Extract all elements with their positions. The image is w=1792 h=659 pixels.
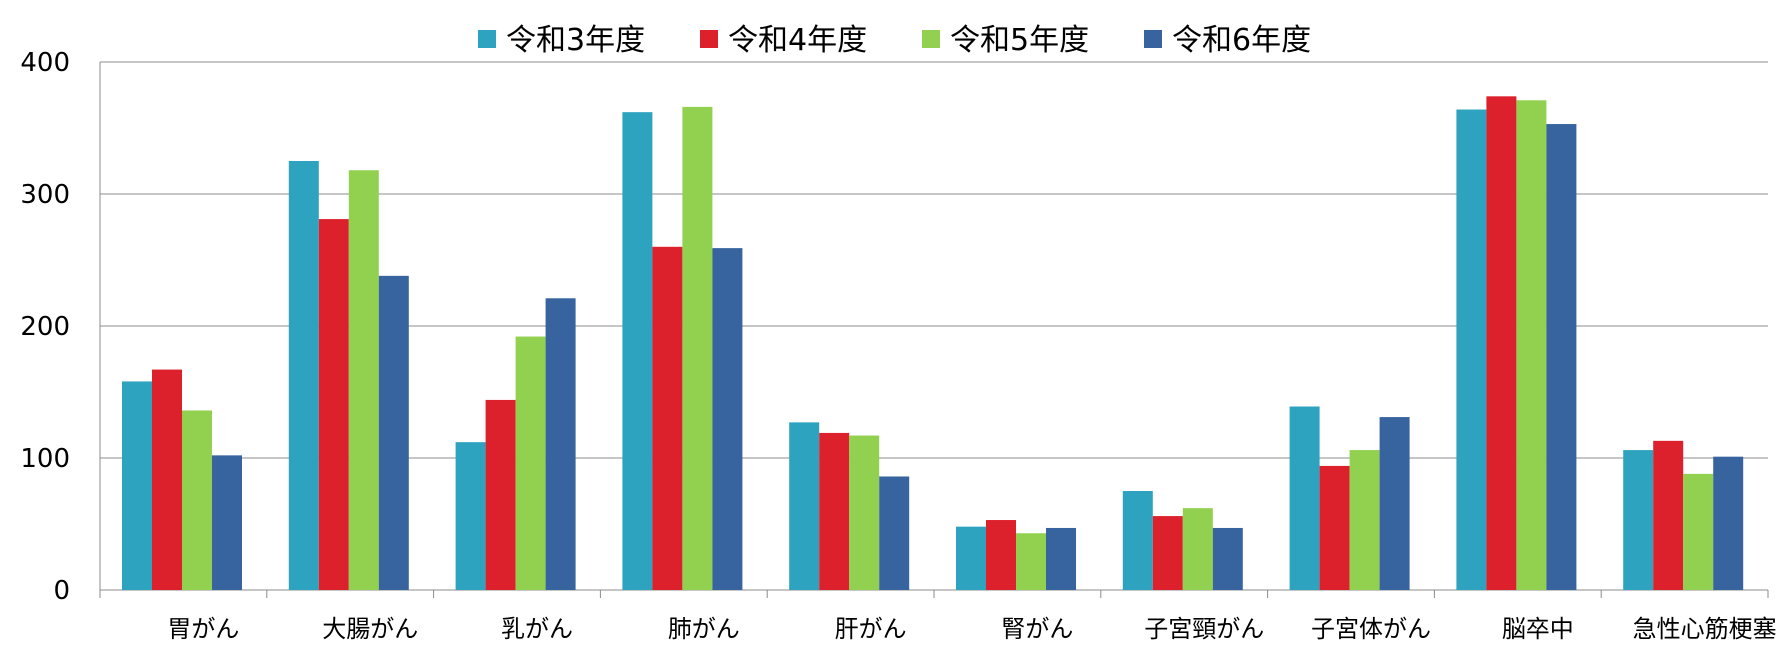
bar-2-2 [318, 219, 349, 590]
bar-1-9 [1456, 109, 1487, 591]
bar-4-6 [1046, 527, 1076, 590]
bar-1-5 [789, 422, 820, 590]
bar-2-7 [1152, 516, 1183, 590]
bar-2-3 [485, 399, 516, 590]
bar-3-5 [849, 435, 880, 590]
bar-4-3 [545, 298, 576, 590]
bar-1-8 [1289, 406, 1320, 590]
x-tick-label: 急性心筋梗塞 [1633, 615, 1777, 643]
bar-4-10 [1713, 456, 1744, 590]
x-tick-label: 子宮頸がん [1144, 615, 1264, 643]
y-tick-label: 100 [20, 444, 70, 474]
bar-4-8 [1379, 417, 1410, 590]
y-tick-label: 200 [20, 312, 70, 342]
bar-3-3 [515, 336, 546, 590]
bar-2-9 [1486, 96, 1517, 590]
bar-1-10 [1623, 450, 1654, 590]
bar-1-4 [622, 112, 653, 590]
x-tick-label: 大腸がん [322, 615, 418, 643]
y-tick-label: 300 [20, 180, 70, 210]
bar-1-6 [956, 526, 986, 590]
bar-1-7 [1122, 491, 1153, 590]
bar-2-6 [986, 520, 1016, 590]
bar-1-3 [455, 442, 486, 590]
bar-4-5 [879, 476, 910, 590]
bar-1-1 [122, 381, 152, 590]
legend-swatch [700, 30, 718, 48]
bar-2-5 [819, 432, 850, 590]
bar-3-2 [348, 170, 379, 591]
bar-2-10 [1653, 440, 1684, 590]
legend-swatch [922, 30, 940, 48]
x-tick-label: 脳卒中 [1502, 615, 1574, 643]
legend-label: 令和4年度 [728, 23, 867, 58]
bar-2-1 [152, 369, 182, 590]
bar-4-7 [1212, 527, 1243, 590]
bar-4-4 [712, 248, 743, 590]
bar-4-1 [212, 455, 242, 590]
x-tick-label: 肺がん [668, 615, 740, 643]
bar-3-1 [182, 410, 212, 590]
x-tick-label: 乳がん [501, 615, 573, 643]
legend-label: 令和6年度 [1172, 23, 1311, 58]
bar-3-8 [1349, 450, 1380, 590]
y-tick-label: 0 [53, 576, 70, 606]
bar-4-2 [378, 275, 409, 590]
legend-swatch [1144, 30, 1162, 48]
bar-4-9 [1546, 124, 1577, 590]
bar-2-4 [652, 246, 683, 591]
x-tick-label: 子宮体がん [1311, 615, 1431, 643]
bar-3-4 [682, 106, 713, 590]
bar-3-6 [1016, 533, 1046, 590]
x-tick-label: 胃がん [167, 615, 239, 643]
bar-2-8 [1319, 465, 1350, 590]
bar-1-2 [288, 161, 319, 590]
legend-swatch [478, 30, 496, 48]
bar-3-7 [1182, 508, 1213, 590]
legend-label: 令和5年度 [950, 23, 1089, 58]
x-tick-label: 腎がん [1001, 615, 1073, 643]
x-tick-label: 肝がん [835, 615, 907, 643]
y-tick-label: 400 [20, 48, 70, 78]
bar-3-10 [1683, 473, 1714, 590]
legend-label: 令和3年度 [506, 23, 645, 58]
bar-3-9 [1516, 100, 1547, 590]
